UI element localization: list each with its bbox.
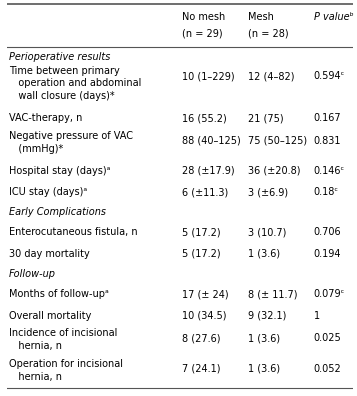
Text: 21 (75): 21 (75) [248,113,283,123]
Text: 5 (17.2): 5 (17.2) [182,249,221,259]
Text: (n = 29): (n = 29) [182,29,223,38]
Text: 0.146ᶜ: 0.146ᶜ [313,166,345,175]
Text: Months of follow-upᵃ: Months of follow-upᵃ [9,289,109,299]
Text: 0.052: 0.052 [313,364,341,374]
Text: Negative pressure of VAC: Negative pressure of VAC [9,131,133,141]
Text: 0.594ᶜ: 0.594ᶜ [313,71,345,82]
Text: 1: 1 [313,310,320,321]
Text: No mesh: No mesh [182,12,225,22]
Text: 0.194: 0.194 [313,249,341,259]
Text: Follow-up: Follow-up [9,269,56,279]
Text: (n = 28): (n = 28) [248,29,288,38]
Text: 12 (4–82): 12 (4–82) [248,71,294,82]
Text: 8 (± 11.7): 8 (± 11.7) [248,289,297,299]
Text: 1 (3.6): 1 (3.6) [248,249,280,259]
Text: Incidence of incisional: Incidence of incisional [9,328,117,338]
Text: 17 (± 24): 17 (± 24) [182,289,228,299]
Text: 8 (27.6): 8 (27.6) [182,333,221,343]
Text: Operation for incisional: Operation for incisional [9,359,123,369]
Text: 3 (±6.9): 3 (±6.9) [248,187,288,197]
Text: Overall mortality: Overall mortality [9,310,91,321]
Text: 6 (±11.3): 6 (±11.3) [182,187,228,197]
Text: 9 (32.1): 9 (32.1) [248,310,286,321]
Text: 10 (1–229): 10 (1–229) [182,71,235,82]
Text: Perioperative results: Perioperative results [9,51,110,62]
Text: 0.706: 0.706 [313,227,341,237]
Text: 28 (±17.9): 28 (±17.9) [182,166,235,175]
Text: ICU stay (days)ᵃ: ICU stay (days)ᵃ [9,187,87,197]
Text: wall closure (days)*: wall closure (days)* [9,91,115,101]
Text: VAC-therapy, n: VAC-therapy, n [9,113,82,123]
Text: 16 (55.2): 16 (55.2) [182,113,227,123]
Text: 3 (10.7): 3 (10.7) [248,227,286,237]
Text: 0.025: 0.025 [313,333,341,343]
Text: 1 (3.6): 1 (3.6) [248,333,280,343]
Text: Hospital stay (days)ᵃ: Hospital stay (days)ᵃ [9,166,110,175]
Text: 0.079ᶜ: 0.079ᶜ [313,289,345,299]
Text: hernia, n: hernia, n [9,372,62,382]
Text: P valueᵇ: P valueᵇ [313,12,353,22]
Text: Early Complications: Early Complications [9,207,106,217]
Text: operation and abdominal: operation and abdominal [9,78,141,88]
Text: 0.831: 0.831 [313,136,341,146]
Text: 36 (±20.8): 36 (±20.8) [248,166,300,175]
Text: Time between primary: Time between primary [9,66,120,76]
Text: 7 (24.1): 7 (24.1) [182,364,221,374]
Text: hernia, n: hernia, n [9,341,62,351]
Text: 5 (17.2): 5 (17.2) [182,227,221,237]
Text: Mesh: Mesh [248,12,274,22]
Text: 10 (34.5): 10 (34.5) [182,310,226,321]
Text: 0.167: 0.167 [313,113,341,123]
Text: 0.18ᶜ: 0.18ᶜ [313,187,338,197]
Text: (mmHg)*: (mmHg)* [9,144,63,154]
Text: Enterocutaneous fistula, n: Enterocutaneous fistula, n [9,227,137,237]
Text: 88 (40–125): 88 (40–125) [182,136,241,146]
Text: 1 (3.6): 1 (3.6) [248,364,280,374]
Text: 75 (50–125): 75 (50–125) [248,136,307,146]
Text: 30 day mortality: 30 day mortality [9,249,90,259]
